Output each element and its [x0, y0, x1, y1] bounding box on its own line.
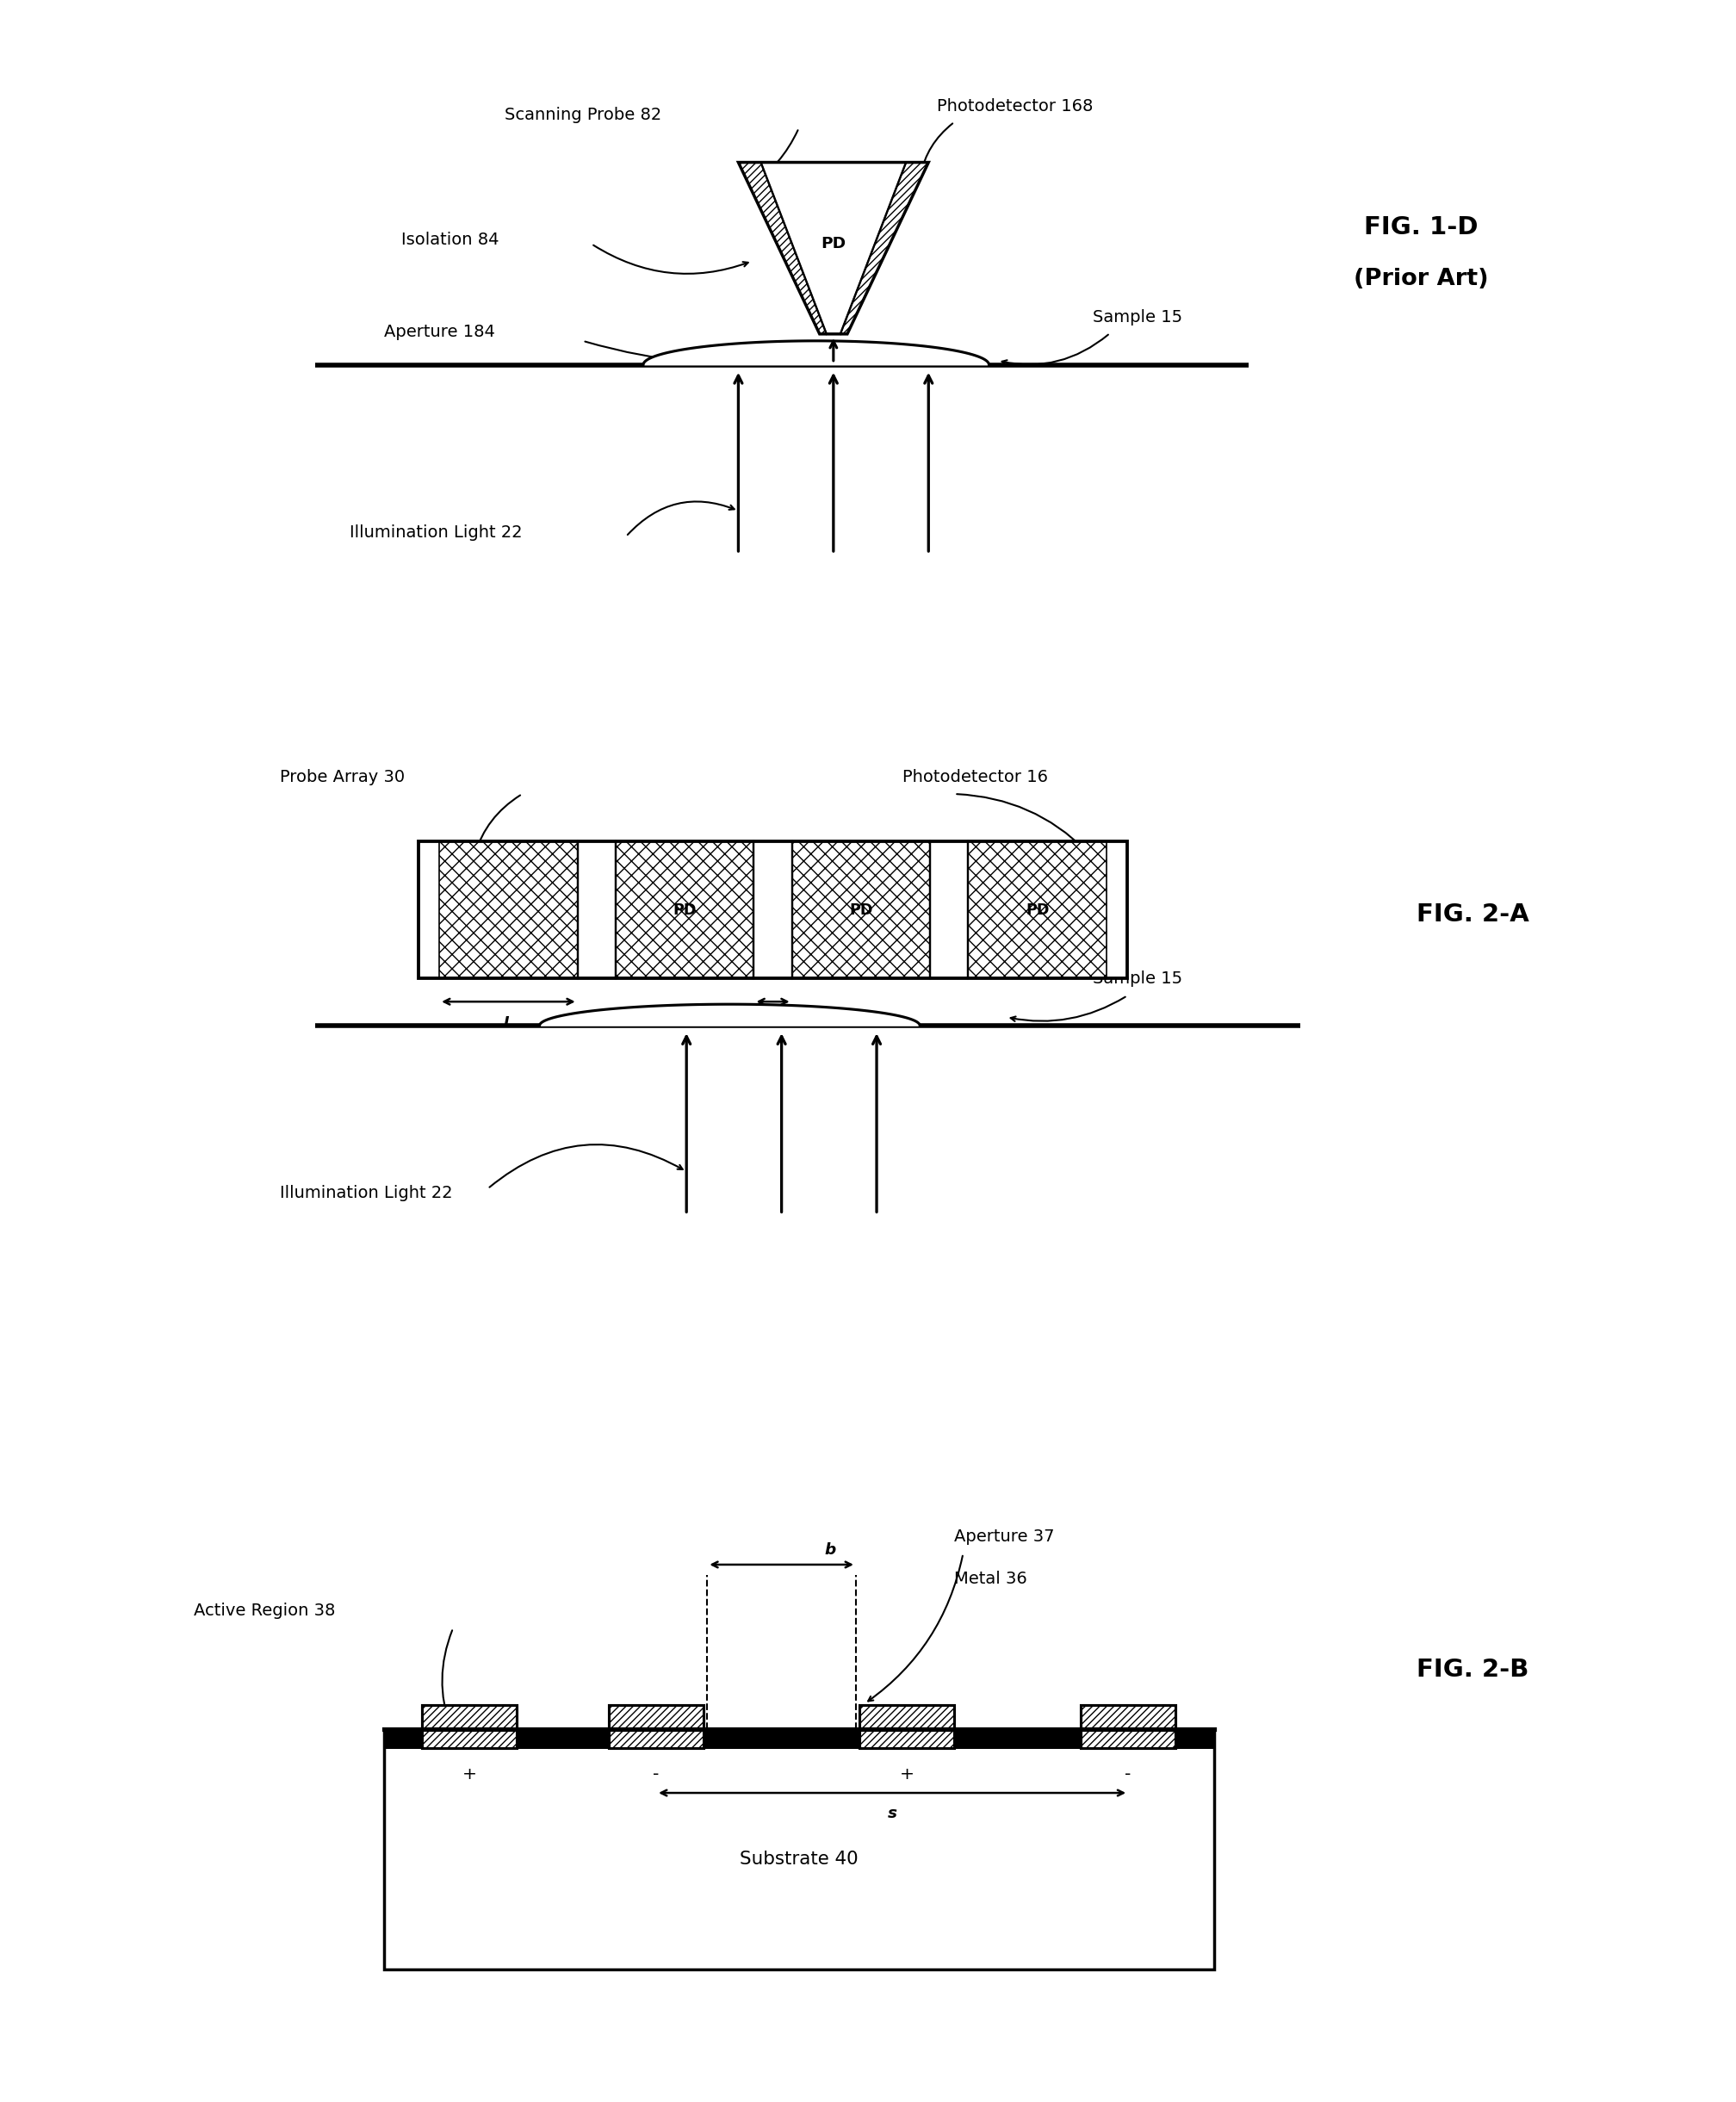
Text: FIG. 2-B: FIG. 2-B: [1417, 1656, 1529, 1682]
Text: Aperture 184: Aperture 184: [384, 324, 495, 341]
Bar: [969, 841, 1106, 980]
Text: -: -: [1125, 1766, 1132, 1782]
Text: (Prior Art): (Prior Art): [1354, 267, 1489, 290]
Text: b: b: [825, 1543, 837, 1558]
Text: Scanning Probe 82: Scanning Probe 82: [505, 107, 661, 124]
Polygon shape: [738, 162, 929, 334]
Bar: [422, 1705, 517, 1749]
Text: Isolation 84: Isolation 84: [401, 231, 498, 248]
Text: PD: PD: [821, 235, 845, 252]
Polygon shape: [540, 1005, 920, 1026]
Bar: [578, 841, 616, 980]
Text: Photodetector 16: Photodetector 16: [903, 769, 1049, 784]
Text: +: +: [899, 1766, 915, 1782]
Bar: [418, 841, 1127, 980]
Text: Active Region 38: Active Region 38: [194, 1604, 335, 1619]
Polygon shape: [840, 162, 929, 334]
Text: Substrate 40: Substrate 40: [740, 1850, 858, 1867]
Text: Aperture 37: Aperture 37: [955, 1528, 1055, 1545]
Bar: [418, 841, 1127, 980]
Text: Metal 36: Metal 36: [955, 1570, 1028, 1587]
Text: s: s: [887, 1806, 898, 1820]
Text: Sample 15: Sample 15: [1092, 971, 1182, 986]
Text: Photodetector 168: Photodetector 168: [937, 99, 1094, 116]
Text: PD: PD: [674, 902, 696, 919]
Text: FIG. 2-A: FIG. 2-A: [1417, 902, 1529, 927]
Text: Illumination Light 22: Illumination Light 22: [279, 1186, 453, 1200]
Text: PD: PD: [1026, 902, 1049, 919]
Polygon shape: [644, 341, 990, 366]
Bar: [1080, 1705, 1175, 1749]
Bar: [384, 1730, 1213, 1749]
Bar: [930, 841, 969, 980]
Bar: [609, 1705, 703, 1749]
Bar: [616, 841, 753, 980]
Bar: [792, 841, 930, 980]
Bar: [384, 1730, 1213, 1970]
Text: PD: PD: [849, 902, 873, 919]
Bar: [859, 1705, 955, 1749]
Text: Sample 15: Sample 15: [1092, 309, 1182, 326]
Text: L: L: [503, 1015, 514, 1030]
Text: -: -: [653, 1766, 660, 1782]
Text: FIG. 1-D: FIG. 1-D: [1364, 217, 1479, 240]
Bar: [753, 841, 792, 980]
Text: Probe Array 30: Probe Array 30: [279, 769, 404, 784]
Polygon shape: [738, 162, 826, 334]
Text: +: +: [462, 1766, 477, 1782]
Text: Illumination Light 22: Illumination Light 22: [349, 523, 523, 540]
Text: d: d: [767, 1015, 778, 1030]
Bar: [384, 1730, 1213, 1749]
Bar: [439, 841, 578, 980]
